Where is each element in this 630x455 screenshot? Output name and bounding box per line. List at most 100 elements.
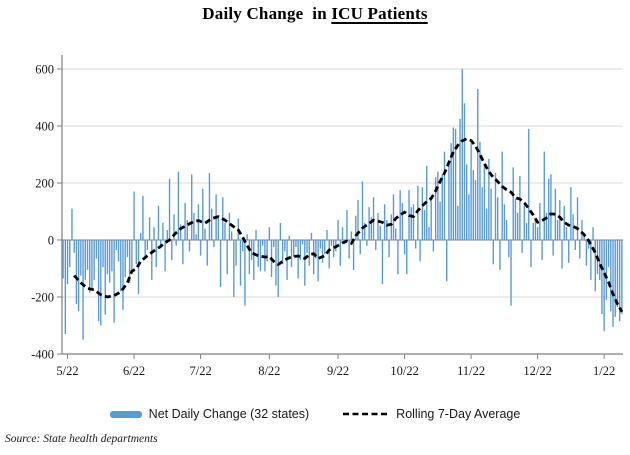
daily-change-bar <box>115 240 118 250</box>
daily-change-bar <box>131 240 133 272</box>
daily-change-bar <box>366 240 368 246</box>
daily-change-bar <box>182 240 184 265</box>
daily-change-bar <box>312 240 315 275</box>
daily-change-bar <box>350 231 353 240</box>
daily-change-bar <box>528 128 530 240</box>
daily-change-bar <box>383 204 386 241</box>
daily-change-bar <box>392 194 395 240</box>
daily-change-bar <box>266 240 268 262</box>
daily-change-bar <box>399 190 401 240</box>
x-axis-label: 12/22 <box>523 364 551 378</box>
daily-change-bar <box>470 143 472 240</box>
daily-change-bar <box>570 187 572 240</box>
daily-change-bar <box>228 212 231 240</box>
daily-change-bar <box>104 240 106 315</box>
daily-change-bar <box>430 197 432 240</box>
daily-change-bar <box>206 240 208 266</box>
daily-change-bar <box>64 240 67 335</box>
daily-change-bar <box>348 240 350 259</box>
daily-change-bar <box>421 187 424 240</box>
daily-change-bar <box>465 164 468 240</box>
daily-change-bar <box>403 240 406 255</box>
daily-change-bar <box>290 240 293 268</box>
daily-change-bar <box>157 205 160 240</box>
daily-change-bar <box>601 240 603 315</box>
daily-change-bar <box>525 222 528 240</box>
daily-change-bar <box>95 240 98 259</box>
daily-change-bar <box>563 205 565 240</box>
daily-change-bar <box>199 240 202 256</box>
daily-change-bar <box>117 240 120 262</box>
daily-change-bar <box>616 240 619 307</box>
daily-change-bar <box>142 195 144 240</box>
dashed-line-swatch <box>343 412 390 416</box>
daily-change-bar <box>242 240 244 252</box>
daily-change-bar <box>439 201 441 240</box>
daily-change-bar <box>75 240 78 305</box>
daily-change-bar <box>308 240 310 266</box>
daily-change-bar <box>536 227 539 240</box>
daily-change-bar <box>521 240 523 253</box>
daily-change-bar <box>390 214 392 240</box>
daily-change-bar <box>457 205 459 240</box>
daily-change-bar <box>261 240 264 246</box>
daily-change-bar <box>293 240 295 258</box>
daily-change-bar <box>432 240 435 252</box>
daily-change-bar <box>545 212 548 240</box>
daily-change-bar <box>441 174 443 240</box>
daily-change-bar <box>346 210 348 240</box>
daily-change-bar <box>230 231 233 240</box>
daily-change-bar <box>410 207 412 240</box>
daily-change-bar <box>468 194 470 240</box>
daily-change-bar <box>357 200 359 240</box>
daily-change-bar <box>168 178 171 240</box>
daily-change-bar <box>488 158 490 240</box>
daily-change-bar <box>501 151 503 240</box>
daily-change-bar <box>124 240 126 278</box>
daily-change-bar <box>516 212 519 240</box>
daily-change-bar <box>607 240 610 268</box>
daily-change-bar <box>135 240 137 265</box>
daily-change-bar <box>246 234 248 240</box>
daily-change-bar <box>301 240 304 245</box>
daily-change-bar <box>297 240 299 279</box>
daily-change-bar <box>532 222 534 240</box>
x-axis-label: 5/22 <box>56 364 78 378</box>
daily-change-bar <box>397 240 399 275</box>
daily-change-bar <box>499 240 501 270</box>
daily-change-bar <box>317 240 319 282</box>
daily-change-bar <box>133 191 135 240</box>
daily-change-bar <box>259 240 262 272</box>
daily-change-bar <box>579 240 581 259</box>
legend-item-net-daily-change: Net Daily Change (32 states) <box>109 407 309 421</box>
daily-change-bar <box>381 240 384 285</box>
daily-change-bar <box>173 214 175 240</box>
daily-change-bar <box>175 240 177 246</box>
daily-change-bar <box>503 204 506 241</box>
daily-change-bar <box>610 240 612 312</box>
daily-change-bar <box>452 127 455 240</box>
daily-change-bar <box>585 240 588 266</box>
daily-change-bar <box>530 240 532 268</box>
daily-change-bar <box>126 240 129 258</box>
daily-change-bar <box>202 188 204 240</box>
daily-change-bar <box>250 240 253 260</box>
x-axis-label: 6/22 <box>123 364 145 378</box>
daily-change-bar <box>62 240 64 279</box>
daily-change-bar <box>490 188 492 240</box>
daily-change-bar <box>550 174 552 240</box>
daily-change-bar <box>581 220 583 240</box>
daily-change-bar <box>594 240 596 292</box>
daily-change-bar <box>512 167 514 240</box>
y-axis-label: -400 <box>31 348 54 362</box>
daily-change-bar <box>195 234 197 240</box>
daily-change-bar <box>140 232 142 240</box>
rolling-average-line <box>73 137 624 313</box>
daily-change-bar <box>73 240 75 253</box>
daily-change-bar <box>548 178 550 240</box>
daily-change-bar <box>275 240 277 286</box>
daily-change-bar <box>406 240 408 275</box>
daily-change-bar <box>226 240 228 275</box>
daily-change-bar <box>567 240 570 263</box>
daily-change-bar <box>204 228 206 240</box>
